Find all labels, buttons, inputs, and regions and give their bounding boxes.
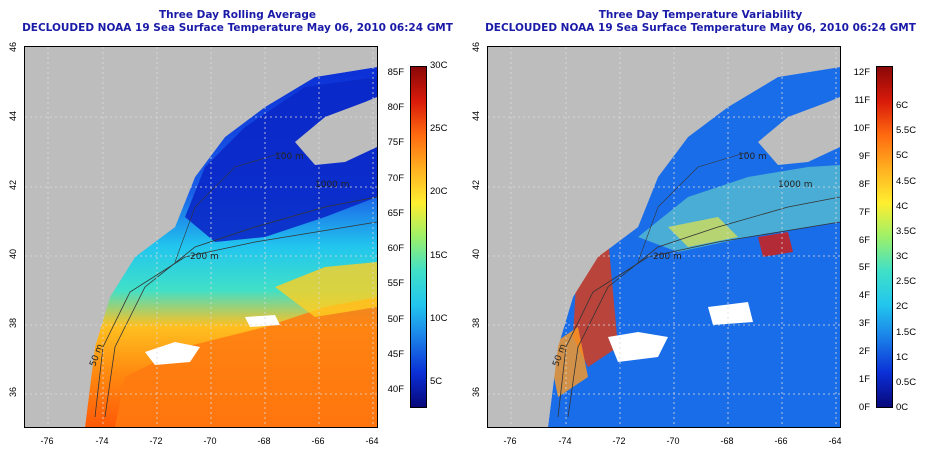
lon-label: -76 xyxy=(40,436,54,446)
lon-label: -70 xyxy=(203,436,217,446)
colorbar-tick-label: 70F xyxy=(387,172,404,184)
colorbar-tick-label: 0C xyxy=(896,402,909,413)
lon-label: -64 xyxy=(365,436,379,446)
lon-label: -66 xyxy=(311,436,325,446)
colorbar-tick-label: 10F xyxy=(853,122,870,134)
colorbar-tick-label: 6F xyxy=(858,234,870,246)
lon-label: -66 xyxy=(774,436,788,446)
lon-label: -72 xyxy=(149,436,163,446)
lat-label: 38 xyxy=(471,318,481,329)
lon-label: -68 xyxy=(257,436,271,446)
left-colorbar xyxy=(410,66,427,408)
colorbar-tick-label: 0F xyxy=(858,402,870,413)
colorbar-tick-label: 75F xyxy=(387,137,404,149)
lat-label: 42 xyxy=(8,180,18,191)
colorbar-tick-label: 80F xyxy=(387,102,404,114)
contour-label-100: 100 m xyxy=(275,152,304,162)
lon-label: -70 xyxy=(666,436,680,446)
left-sst-map: 200 m 1000 m 100 m 50 m xyxy=(24,46,378,428)
colorbar-tick-label: 5.5C xyxy=(896,125,917,137)
right-colorbar xyxy=(876,66,893,408)
colorbar-tick-label: 30C xyxy=(430,60,448,71)
colorbar-tick-label: 2.5C xyxy=(896,276,917,288)
contour-label-1000: 1000 m xyxy=(778,180,813,190)
right-title: Three Day Temperature Variability xyxy=(598,9,803,21)
colorbar-tick-label: 12F xyxy=(853,67,870,78)
colorbar-tick-label: 10C xyxy=(430,312,448,324)
colorbar-tick-label: 65F xyxy=(387,207,404,219)
colorbar-tick-label: 60F xyxy=(387,243,404,255)
colorbar-tick-label: 3C xyxy=(896,251,909,262)
colorbar-tick-label: 5C xyxy=(430,376,443,387)
colorbar-tick-label: 20C xyxy=(430,186,448,198)
colorbar-tick-label: 2C xyxy=(896,301,909,313)
left-title: Three Day Rolling Average xyxy=(158,9,317,21)
colorbar-tick-label: 0.5C xyxy=(896,376,917,388)
colorbar-tick-label: 2F xyxy=(858,346,870,358)
lat-label: 38 xyxy=(8,318,18,329)
right-panel: Three Day Temperature Variability DECLOU… xyxy=(463,0,938,475)
colorbar-tick-label: 15C xyxy=(430,249,448,261)
lon-label: -74 xyxy=(558,436,572,446)
colorbar-tick-label: 1F xyxy=(858,374,870,386)
colorbar-tick-label: 8F xyxy=(858,178,870,190)
colorbar-tick-label: 3F xyxy=(858,318,870,330)
lat-label: 40 xyxy=(471,249,481,260)
colorbar-tick-label: 55F xyxy=(387,278,404,290)
lon-label: -64 xyxy=(828,436,842,446)
lat-label: 44 xyxy=(471,111,481,122)
colorbar-tick-label: 9F xyxy=(858,150,870,162)
lat-label: 36 xyxy=(471,387,481,398)
colorbar-tick-label: 6C xyxy=(896,100,909,111)
lon-label: -74 xyxy=(95,436,109,446)
colorbar-tick-label: 4F xyxy=(858,290,870,302)
lon-label: -68 xyxy=(720,436,734,446)
colorbar-tick-label: 45F xyxy=(387,348,404,360)
contour-label-1000: 1000 m xyxy=(315,180,350,190)
lat-label: 46 xyxy=(8,42,18,53)
colorbar-tick-label: 40F xyxy=(387,384,404,395)
lat-label: 42 xyxy=(471,180,481,191)
lat-label: 40 xyxy=(8,249,18,260)
colorbar-tick-label: 25C xyxy=(430,123,448,135)
contour-label-100: 100 m xyxy=(738,152,767,162)
colorbar-tick-label: 1C xyxy=(896,351,909,363)
lat-label: 46 xyxy=(471,42,481,53)
colorbar-tick-label: 50F xyxy=(387,313,404,325)
contour-label-200: 200 m xyxy=(190,252,219,262)
colorbar-tick-label: 7F xyxy=(858,206,870,218)
right-subtitle: DECLOUDED NOAA 19 Sea Surface Temperatur… xyxy=(485,22,916,34)
colorbar-tick-label: 5F xyxy=(858,262,870,274)
colorbar-tick-label: 1.5C xyxy=(896,326,917,338)
colorbar-tick-label: 4.5C xyxy=(896,175,917,187)
colorbar-tick-label: 3.5C xyxy=(896,225,917,237)
lon-label: -72 xyxy=(612,436,626,446)
colorbar-tick-label: 5C xyxy=(896,150,909,162)
lat-label: 36 xyxy=(8,387,18,398)
colorbar-tick-label: 11F xyxy=(854,94,870,106)
colorbar-tick-label: 85F xyxy=(387,67,404,78)
colorbar-tick-label: 4C xyxy=(896,200,909,212)
contour-label-200: 200 m xyxy=(653,252,682,262)
lat-label: 44 xyxy=(8,111,18,122)
left-panel: Three Day Rolling Average DECLOUDED NOAA… xyxy=(8,9,453,446)
lon-label: -76 xyxy=(503,436,517,446)
left-subtitle: DECLOUDED NOAA 19 Sea Surface Temperatur… xyxy=(22,22,453,34)
right-variability-map: 200 m 1000 m 100 m 50 m xyxy=(487,46,841,428)
